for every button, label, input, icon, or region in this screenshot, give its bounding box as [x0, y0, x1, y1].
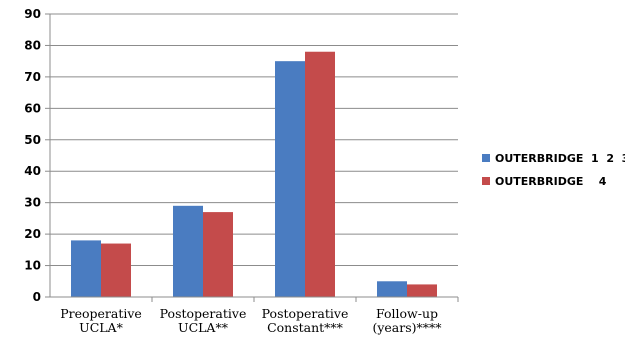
y-tick-label: 30	[24, 196, 41, 210]
x-tick-label: Postoperative Constant***	[262, 306, 349, 335]
gridlines	[50, 13, 458, 267]
bar-2-4	[407, 284, 437, 297]
x-tick-label: Postoperative UCLA**	[160, 306, 247, 335]
y-axis: 0 10 20 30 40 50 60 70 80 90	[24, 7, 51, 304]
legend: OUTERBRIDGE 1 2 3 OUTERBRIDGE 4	[482, 152, 625, 188]
legend-label: OUTERBRIDGE 1 2 3	[495, 152, 625, 165]
y-tick-label: 80	[24, 38, 41, 52]
y-tick-label: 10	[24, 259, 41, 273]
y-tick-label: 50	[24, 133, 41, 147]
bar-1-1	[71, 240, 101, 297]
legend-label: OUTERBRIDGE 4	[495, 175, 607, 188]
x-axis: Preoperative UCLA* Postoperative UCLA** Post…	[50, 296, 459, 335]
y-tick-label: 40	[24, 164, 41, 178]
y-tick-label: 60	[24, 101, 41, 115]
bar-2-2	[203, 212, 233, 297]
y-tick-label: 70	[24, 70, 41, 84]
bar-1-2	[173, 205, 203, 297]
bar-2-1	[101, 243, 131, 297]
bars	[71, 51, 437, 297]
y-tick-label: 20	[24, 227, 41, 241]
x-tick-label: Follow-up (years)****	[372, 306, 442, 335]
bar-2-3	[305, 51, 335, 297]
y-tick-label: 90	[24, 7, 41, 21]
bar-1-4	[377, 281, 407, 297]
legend-swatch	[482, 177, 490, 185]
bar-1-3	[275, 61, 305, 297]
x-tick-label: Preoperative UCLA*	[60, 306, 142, 335]
y-tick-label: 0	[33, 290, 41, 304]
legend-swatch	[482, 154, 490, 162]
